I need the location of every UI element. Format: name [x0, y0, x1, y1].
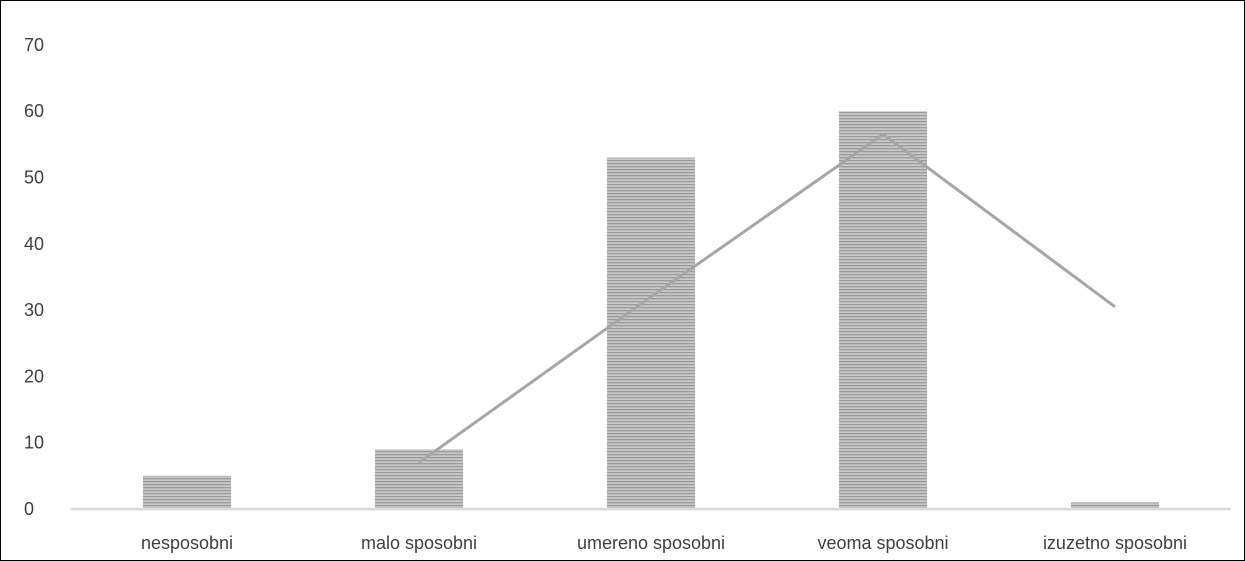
bar	[143, 475, 231, 509]
category-label: veoma sposobni	[817, 533, 948, 553]
y-tick-label: 20	[24, 366, 44, 386]
y-tick-label: 30	[24, 300, 44, 320]
y-tick-label: 60	[24, 101, 44, 121]
y-tick-label: 10	[24, 433, 44, 453]
line-series	[418, 132, 1116, 464]
category-label: izuzetno sposobni	[1043, 533, 1187, 553]
x-axis-labels: nesposobni malo sposobni umereno sposobni v…	[141, 533, 1187, 553]
bar	[607, 157, 695, 510]
bar	[1071, 502, 1159, 509]
bar	[375, 449, 463, 509]
y-tick-label: 50	[24, 168, 44, 188]
category-label: nesposobni	[141, 533, 233, 553]
bars	[143, 111, 1159, 510]
bar	[839, 111, 927, 509]
y-axis-ticks: 0 10 20 30 40 50 60 70	[24, 35, 44, 519]
y-tick-label: 70	[24, 35, 44, 55]
y-tick-label: 40	[24, 234, 44, 254]
category-label: umereno sposobni	[577, 533, 725, 553]
series-line	[418, 132, 1116, 464]
y-tick-label: 0	[24, 499, 34, 519]
category-label: malo sposobni	[361, 533, 477, 553]
